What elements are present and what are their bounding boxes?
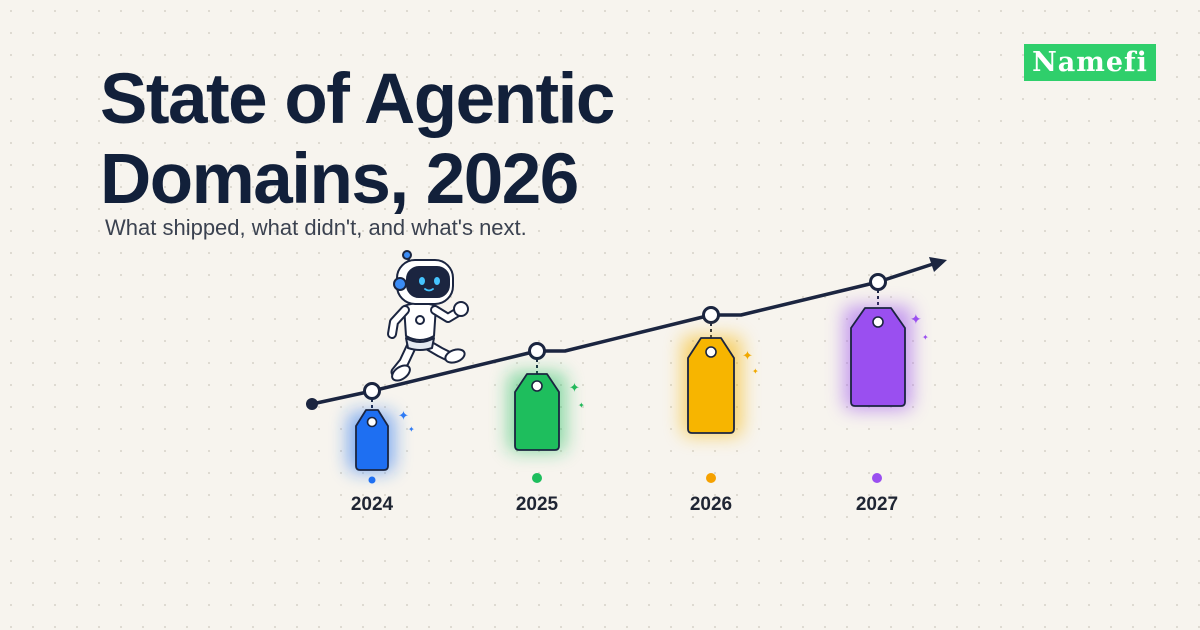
tag-2026-group: ✦ ✦ 2026: [682, 306, 759, 515]
year-label-2027: 2027: [856, 494, 898, 515]
year-dot-2025: [532, 473, 542, 483]
tag-2025-group: ✦ ✦ 2025: [508, 342, 585, 515]
year-dot-2024: [368, 476, 376, 484]
growth-line: [306, 257, 947, 410]
year-label-2024: 2024: [351, 494, 394, 515]
sparkle-icon: ✦: [742, 348, 753, 363]
line-start-dot: [306, 398, 318, 410]
tag-icon-2026: [687, 337, 735, 434]
sparkle-icon: ✦: [910, 311, 922, 327]
title-line-2: Domains, 2026: [100, 140, 579, 219]
timeline-node-2025: [528, 342, 546, 360]
tag-icon-2024: [355, 409, 389, 471]
subtitle: What shipped, what didn't, and what's ne…: [105, 215, 527, 240]
sparkle-icon: ✦: [578, 401, 585, 410]
tag-icon-2025: [514, 373, 560, 451]
sparkle-icon: ✦: [398, 408, 409, 423]
tag-2027-group: ✦ ✦ 2027: [844, 273, 929, 515]
year-label-2025: 2025: [516, 494, 559, 515]
year-label-2026: 2026: [690, 494, 732, 515]
sparkle-icon: ✦: [569, 380, 580, 395]
timeline-node-2026: [702, 306, 720, 324]
sparkle-icon: ✦: [922, 333, 929, 342]
robot-icon: [387, 250, 469, 382]
tag-2024-group: ✦ ✦ 2024: [348, 382, 415, 515]
tag-icon-2027: [850, 307, 906, 407]
timeline-node-2024: [363, 382, 381, 400]
year-dot-2027: [872, 473, 882, 483]
sparkle-icon: ✦: [752, 367, 759, 376]
namefi-logo: Namefi: [1024, 44, 1156, 81]
timeline-node-2027: [869, 273, 887, 291]
sparkle-icon: ✦: [408, 425, 415, 434]
page-title: State of Agentic Domains, 2026: [100, 60, 615, 220]
title-line-1: State of Agentic: [100, 60, 615, 139]
year-dot-2026: [706, 473, 716, 483]
arrow-head-icon: [929, 257, 947, 272]
